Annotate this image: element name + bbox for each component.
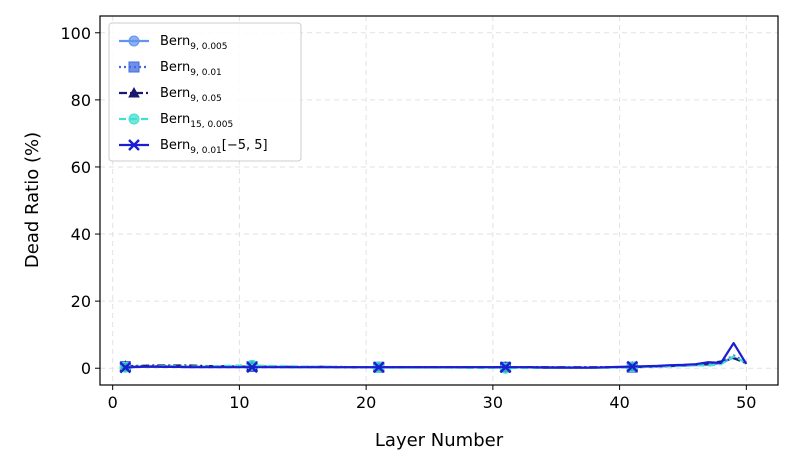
plot-frame xyxy=(99,15,779,386)
series-line xyxy=(125,342,748,369)
data-point-x xyxy=(499,361,512,374)
x-axis-ticks: 0 10 20 30 40 50 xyxy=(108,385,756,412)
legend-label-name: Bern xyxy=(160,138,190,153)
legend-label: Bern9, 0.05 xyxy=(160,86,222,104)
data-point-circle xyxy=(128,35,140,47)
legend-label-name: Bern xyxy=(160,34,190,49)
legend-entry: Bern9, 0.05 xyxy=(119,86,222,104)
x-tick-label: 30 xyxy=(483,393,503,412)
data-point-circle xyxy=(128,113,140,125)
legend-label-subscript: 15, 0.005 xyxy=(190,120,233,130)
legend-entry: Bern9, 0.005 xyxy=(119,34,228,52)
y-axis-ticks: 0 20 40 60 80 100 xyxy=(60,24,100,378)
data-point-x xyxy=(119,361,132,374)
x-tick-label: 40 xyxy=(609,393,629,412)
legend-entry: Bern9, 0.01[−5, 5] xyxy=(119,138,268,156)
y-tick-label: 40 xyxy=(71,225,91,244)
legend-label-name: Bern xyxy=(160,86,190,101)
legend-label-subscript: 9, 0.01 xyxy=(190,68,222,78)
series-5 xyxy=(119,342,748,374)
x-tick-label: 0 xyxy=(108,393,118,412)
y-tick-label: 80 xyxy=(71,91,91,110)
y-tick-label: 0 xyxy=(81,359,91,378)
legend-label-subscript: 9, 0.05 xyxy=(190,94,222,104)
legend-entry: Bern15, 0.005 xyxy=(119,112,233,130)
legend-label: Bern9, 0.005 xyxy=(160,34,228,52)
legend-label-subscript: 9, 0.01 xyxy=(190,146,222,156)
legend-label-subscript: 9, 0.005 xyxy=(190,42,227,52)
legend-label: Bern9, 0.01[−5, 5] xyxy=(160,138,268,156)
x-tick-label: 10 xyxy=(229,393,249,412)
x-tick-label: 20 xyxy=(356,393,376,412)
data-point-x xyxy=(626,360,639,373)
data-point-x xyxy=(372,361,385,374)
legend-label-name: Bern xyxy=(160,112,190,127)
data-point-triangle xyxy=(128,86,140,98)
data-point-x xyxy=(128,139,140,151)
y-axis-title: Dead Ratio (%) xyxy=(22,132,43,268)
y-tick-label: 100 xyxy=(60,24,91,43)
y-tick-label: 60 xyxy=(71,158,91,177)
legend-label: Bern9, 0.01 xyxy=(160,60,222,78)
y-tick-label: 20 xyxy=(71,292,91,311)
data-point-x xyxy=(246,361,258,374)
data-point-square xyxy=(128,61,140,73)
x-axis-title: Layer Number xyxy=(375,430,504,451)
series-layer xyxy=(119,342,748,374)
legend-entry: Bern9, 0.01 xyxy=(119,60,222,78)
x-tick-label: 50 xyxy=(736,393,756,412)
legend-label: Bern15, 0.005 xyxy=(160,112,233,130)
legend-label-suffix: [−5, 5] xyxy=(222,138,268,153)
legend-label-name: Bern xyxy=(160,60,190,75)
legend-box xyxy=(108,22,302,162)
